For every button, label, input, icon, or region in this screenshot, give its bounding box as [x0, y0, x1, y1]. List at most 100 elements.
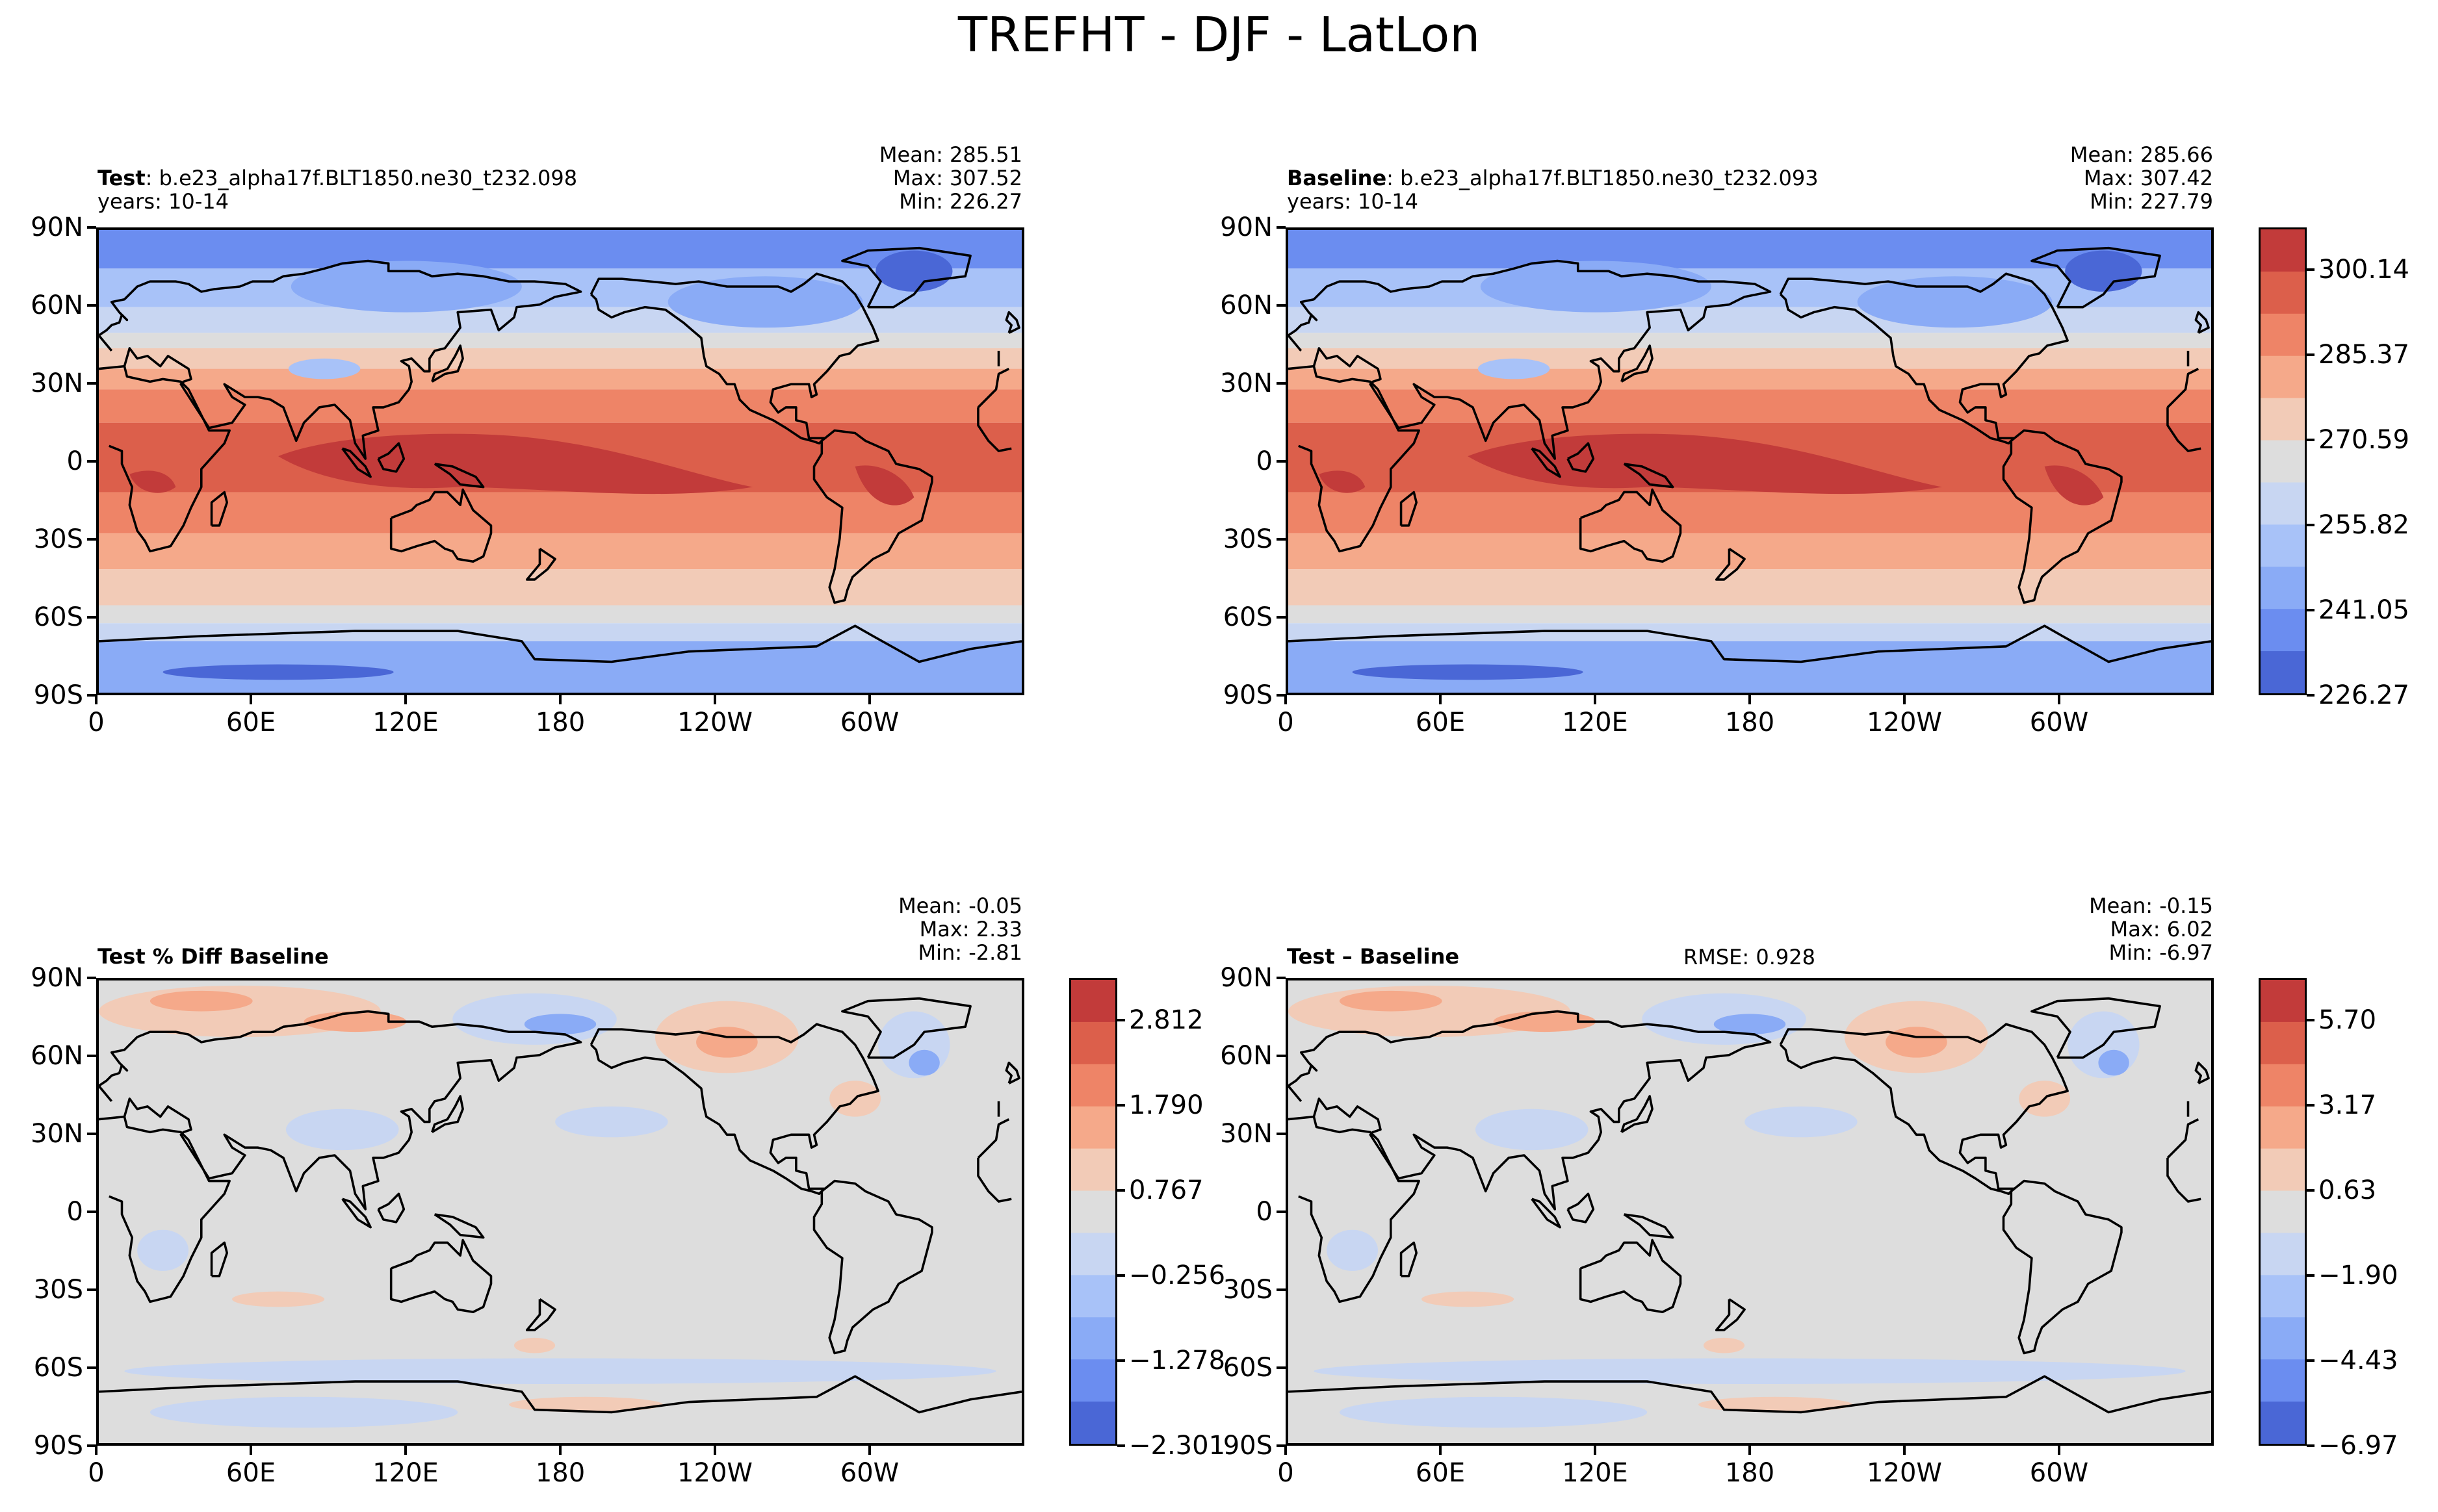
test-xtick-mark	[95, 695, 97, 704]
test-map-svg	[99, 230, 1022, 693]
coastline-3	[1779, 1023, 2069, 1196]
diff-ytick-label: 60S	[1223, 1353, 1273, 1383]
pctdiff-colorbar-tick-label: −0.256	[1129, 1261, 1226, 1291]
coastline-10	[341, 447, 372, 478]
field-bands	[99, 230, 1022, 693]
coastline-10	[341, 1198, 372, 1229]
diff-ytick-mark	[1277, 1444, 1286, 1447]
figure-title: TREFHT - DJF - LatLon	[957, 7, 1481, 63]
coastline-1	[2166, 1157, 2201, 1203]
warm-s-ocean	[1698, 1396, 1852, 1413]
diff-colorbar-tick-label: 5.70	[2318, 1005, 2377, 1036]
diff-colorbar-tick-mark	[2307, 1274, 2315, 1277]
coastline-5	[2030, 246, 2161, 309]
coastline-1	[2166, 407, 2201, 452]
pctdiff-xtick-mark	[714, 1446, 716, 1455]
diff-colorbar-swatch	[2261, 1317, 2305, 1361]
pctdiff-xtick-label: 60W	[840, 1458, 900, 1488]
test-ytick-label: 30S	[33, 524, 83, 554]
pctdiff-ytick-mark	[87, 977, 96, 979]
coastline-0	[99, 335, 113, 352]
warm-s-ocean	[509, 1396, 663, 1413]
diff-xtick-mark	[1903, 1446, 1906, 1455]
test-ytick-label: 0	[66, 446, 83, 476]
pctdiff-xtick-mark	[95, 1446, 97, 1455]
test-stat-min: Min: 226.27	[899, 189, 1022, 214]
test-map	[96, 227, 1024, 695]
coastline-11	[434, 463, 485, 489]
baseline-colorbar-tick-label: 241.05	[2318, 595, 2409, 626]
coastline-1	[109, 366, 231, 553]
cold-antarctic	[1352, 664, 1583, 680]
cool-pacific-n	[555, 1106, 668, 1138]
diff-ytick-label: 90S	[1223, 1431, 1273, 1461]
test-xtick-mark	[868, 695, 871, 704]
pctdiff-colorbar-swatch	[1071, 1064, 1115, 1108]
pctdiff-ytick-mark	[87, 1366, 96, 1369]
coastline-9	[377, 1192, 406, 1224]
pctdiff-xtick-mark	[404, 1446, 407, 1455]
pctdiff-xtick-label: 60E	[226, 1458, 276, 1488]
band-6	[99, 389, 1022, 423]
band-9	[1288, 533, 2211, 570]
coastline-11	[1623, 463, 1674, 489]
diff-colorbar-tick-label: −1.90	[2318, 1261, 2398, 1291]
cool-africa	[1327, 1229, 1379, 1271]
coastline-4	[2002, 1179, 2123, 1355]
diff-ytick-mark	[1277, 1055, 1286, 1057]
coastline-3	[1779, 272, 2069, 445]
band-3	[1288, 333, 2211, 348]
diff-ytick-mark	[1277, 1133, 1286, 1135]
coastlines	[99, 246, 1022, 663]
diff-rmse: RMSE: 0.928	[1683, 945, 1815, 969]
diff-colorbar-swatch	[2261, 1402, 2305, 1444]
coastline-6	[99, 624, 1022, 663]
baseline-colorbar	[2259, 227, 2307, 695]
band-2	[99, 307, 1022, 333]
baseline-colorbar-tick-label: 255.82	[2318, 510, 2409, 541]
pctdiff-colorbar-swatch	[1071, 1359, 1115, 1403]
pctdiff-map	[96, 978, 1024, 1446]
coastline-4	[812, 429, 933, 604]
pctdiff-colorbar-swatch	[1071, 980, 1115, 1023]
cool-tibet	[1475, 1108, 1589, 1151]
pctdiff-colorbar-tick-mark	[1117, 1104, 1125, 1107]
baseline-ytick-label: 30N	[1220, 368, 1273, 398]
cool-arctic-core	[524, 1014, 597, 1035]
diff-ytick-mark	[1277, 1211, 1286, 1213]
pctdiff-colorbar-swatch	[1071, 1275, 1115, 1318]
cold-greenland	[875, 250, 953, 292]
coastline-8	[1620, 1095, 1653, 1133]
warm-s-indian	[232, 1291, 325, 1307]
coastline-3	[590, 272, 879, 445]
diff-colorbar-swatch	[2261, 1148, 2305, 1192]
field-anomalies	[1288, 980, 2211, 1443]
warm-pool-samerica	[855, 465, 914, 506]
diff-xtick-mark	[1594, 1446, 1596, 1455]
test-ytick-label: 60S	[33, 602, 83, 632]
band-6	[1288, 389, 2211, 423]
pctdiff-colorbar-tick-mark	[1117, 1359, 1125, 1363]
baseline-ytick-label: 60N	[1220, 290, 1273, 320]
diff-stat-min: Min: -6.97	[2108, 940, 2213, 965]
baseline-xtick-label: 120W	[1867, 708, 1942, 737]
coastline-5	[841, 997, 972, 1059]
test-ytick-mark	[87, 538, 96, 541]
test-label-text: : b.e23_alpha17f.BLT1850.ne30_t232.098	[145, 166, 578, 190]
diff-xtick-label: 60W	[2029, 1458, 2089, 1488]
baseline-colorbar-tick-label: 300.14	[2318, 255, 2409, 285]
cool-antarctic	[149, 1396, 458, 1428]
pctdiff-colorbar-swatch	[1071, 1148, 1115, 1192]
coastline-1	[1298, 1116, 1420, 1303]
cool-tibet	[285, 1108, 399, 1151]
diff-map	[1286, 978, 2214, 1446]
warm-alaska-core	[696, 1027, 758, 1058]
warm-pool-africa	[129, 470, 176, 493]
coastline-0	[99, 1085, 113, 1103]
baseline-colorbar-swatch	[2261, 271, 2305, 315]
diff-stats: Mean: -0.15 Max: 6.02 Min: -6.97	[2089, 894, 2213, 964]
pctdiff-stat-max: Max: 2.33	[919, 917, 1022, 942]
baseline-map-svg	[1288, 230, 2211, 693]
test-stats: Mean: 285.51 Max: 307.52 Min: 226.27	[879, 143, 1022, 213]
diff-colorbar-tick-mark	[2307, 1359, 2315, 1363]
